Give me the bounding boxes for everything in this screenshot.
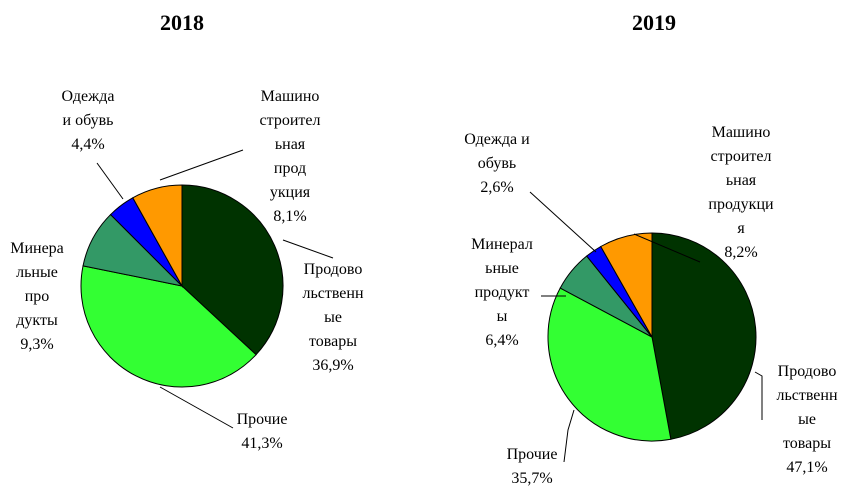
chart-title: 2019 [632, 10, 676, 35]
slice-label: Продово льственн ые товары 47,1% [776, 360, 837, 480]
value-label: 2,6% [480, 179, 514, 196]
slice-label: Машино строител ьная продукци я 8,2% [708, 121, 773, 265]
chart-title: 2018 [160, 10, 204, 35]
value-label: 6,4% [485, 332, 519, 349]
value-label: 36,9% [312, 357, 354, 374]
pie-slice [132, 184, 183, 288]
pie-slice [181, 184, 284, 356]
value-label: 41,3% [241, 435, 283, 452]
category-label: Продово льственн ые товары [302, 261, 364, 350]
leader-line [282, 239, 334, 259]
slice-label: Прочие 41,3% [237, 408, 288, 456]
value-label: 8,1% [273, 208, 307, 225]
pie-slice [547, 287, 672, 442]
value-label: 4,4% [71, 136, 105, 153]
pie-slice [600, 232, 653, 339]
pie-slice [80, 265, 257, 388]
value-label: 8,2% [724, 244, 758, 261]
leader-line [754, 371, 763, 420]
category-label: Одежда и обувь [61, 88, 115, 129]
leader-line [96, 162, 124, 200]
leader-line [563, 409, 575, 463]
category-label: Прочие [236, 411, 288, 428]
slice-label: Минера льные про дукты 9,3% [10, 237, 64, 357]
leader-line [159, 386, 234, 429]
category-label: Минерал ьные продукт ы [471, 236, 533, 325]
category-label: Продово льственн ые товары [776, 363, 838, 452]
value-label: 9,3% [20, 336, 54, 353]
slice-label: Минерал ьные продукт ы 6,4% [471, 233, 533, 353]
category-label: Одежда и обувь [464, 131, 530, 172]
slice-label: Одежда и обувь 4,4% [62, 85, 115, 157]
value-label: 35,7% [511, 470, 553, 487]
leader-line [633, 233, 701, 263]
leader-line [529, 191, 597, 253]
slice-label: Машино строител ьная прод укция 8,1% [260, 85, 321, 229]
category-label: Машино строител ьная прод укция [259, 88, 321, 201]
category-label: Машино строител ьная продукци я [708, 124, 774, 237]
category-label: Прочие [506, 446, 558, 463]
slice-label: Продово льственн ые товары 36,9% [302, 258, 363, 378]
slice-label: Прочие 35,7% [507, 443, 558, 488]
slice-label: Одежда и обувь 2,6% [464, 128, 529, 200]
category-label: Минера льные про дукты [10, 240, 64, 329]
pie-slice [651, 232, 757, 440]
value-label: 47,1% [786, 459, 828, 476]
leader-line [159, 149, 244, 181]
